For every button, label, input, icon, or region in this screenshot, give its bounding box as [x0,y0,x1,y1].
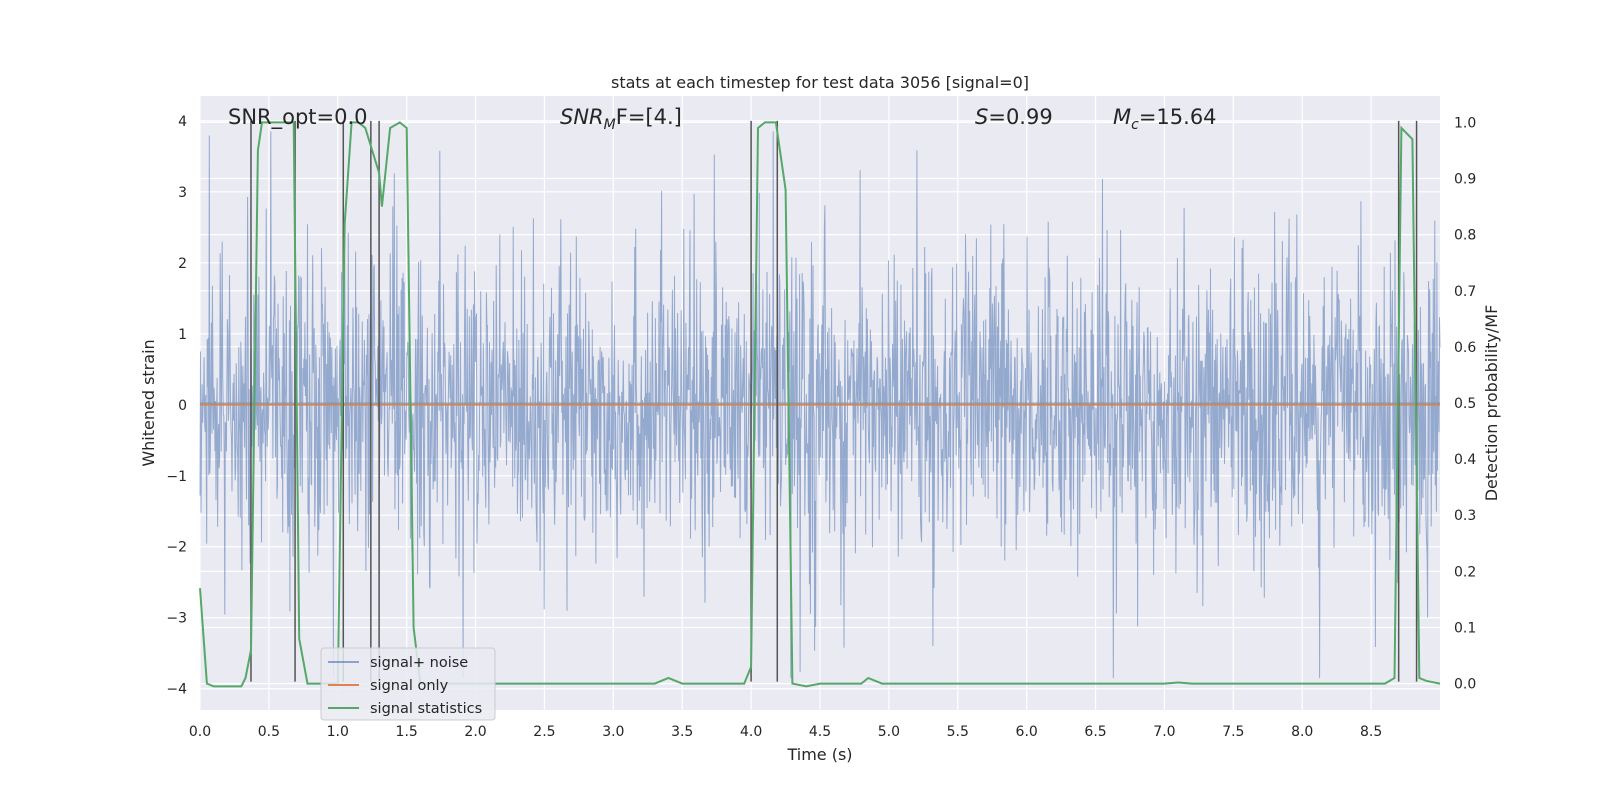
y-left-tick-label-6: −2 [166,540,187,556]
legend-box [320,647,496,721]
legend-label-signal-noise: signal+ noise [370,655,468,671]
legend-label-signal-statistics: signal statistics [370,701,482,717]
x-tick-label-3: 1.5 [396,724,418,740]
y-left-tick-label-8: −4 [166,682,187,698]
y-left-tick-label-0: 4 [178,114,187,130]
x-tick-labels: 0.0 0.5 1.0 1.5 2.0 2.5 3.0 3.5 4.0 4.5 5.0 5.5 6.0 6… [189,724,1382,740]
x-tick-label-14: 7.0 [1153,724,1175,740]
y-left-tick-labels: 4 3 2 1 0 −1 −2 −3 −4 [166,114,187,698]
y-left-tick-label-1: 3 [178,185,187,201]
chart-title: stats at each timestep for test data 305… [611,73,1029,92]
y-left-tick-label-3: 1 [178,327,187,343]
y-right-tick-label-6: 0.4 [1454,452,1476,468]
x-tick-label-15: 7.5 [1222,724,1244,740]
y-right-tick-label-1: 0.9 [1454,172,1476,188]
y-left-tick-label-5: −1 [166,469,187,485]
x-tick-label-11: 5.5 [947,724,969,740]
mc-annotation: Mc=15.64 [1113,105,1217,133]
x-tick-label-17: 8.5 [1360,724,1382,740]
y-right-tick-label-10: 0.0 [1454,677,1476,693]
x-tick-label-16: 8.0 [1291,724,1313,740]
s-value: =0.99 [988,105,1052,129]
legend-label-signal-only: signal only [370,678,449,694]
y-left-tick-label-2: 2 [178,256,187,272]
x-tick-label-10: 5.0 [878,724,900,740]
y-left-tick-label-7: −3 [166,611,187,627]
y-right-tick-labels: 1.0 0.9 0.8 0.7 0.6 0.5 0.4 0.3 0.2 0.1 0.0 [1454,115,1476,692]
s-annotation: S=0.99 [975,105,1053,129]
snr-mf-base: SNR [560,105,604,129]
snr-mf-annotation: SNRMF=[4.] [560,105,682,133]
y-axis-right-label: Detection probability/MF [1482,305,1501,502]
y-right-tick-label-4: 0.6 [1454,340,1476,356]
x-tick-label-0: 0.0 [189,724,211,740]
x-tick-label-13: 6.5 [1084,724,1106,740]
y-right-tick-label-8: 0.2 [1454,564,1476,580]
y-right-tick-label-5: 0.5 [1454,396,1476,412]
legend: signal+ noise signal only signal statist… [320,647,496,721]
x-tick-label-5: 2.5 [533,724,555,740]
s-symbol: S [975,105,988,129]
x-tick-label-1: 0.5 [258,724,280,740]
y-left-tick-label-4: 0 [178,398,187,414]
x-tick-label-8: 4.0 [740,724,762,740]
x-tick-label-4: 2.0 [464,724,486,740]
x-tick-label-6: 3.0 [602,724,624,740]
x-axis-label: Time (s) [786,745,852,764]
y-axis-left-label: Whitened strain [139,339,158,466]
x-tick-label-2: 1.0 [327,724,349,740]
signal-only-series [200,402,1440,406]
snr-opt-annotation: SNR_opt=0.0 [228,105,368,130]
mc-value: =15.64 [1139,105,1217,129]
y-right-tick-label-0: 1.0 [1454,115,1476,131]
y-right-tick-label-3: 0.7 [1454,284,1476,300]
y-right-tick-label-2: 0.8 [1454,228,1476,244]
mc-subscript: c [1131,117,1139,133]
snr-mf-value: F=[4.] [616,105,682,129]
y-right-tick-label-7: 0.3 [1454,508,1476,524]
snr-mf-subscript: M [604,117,616,133]
mc-symbol: M [1113,105,1131,129]
x-tick-label-7: 3.5 [671,724,693,740]
y-right-tick-label-9: 0.1 [1454,620,1476,636]
x-tick-label-9: 4.5 [809,724,831,740]
x-tick-label-12: 6.0 [1016,724,1038,740]
